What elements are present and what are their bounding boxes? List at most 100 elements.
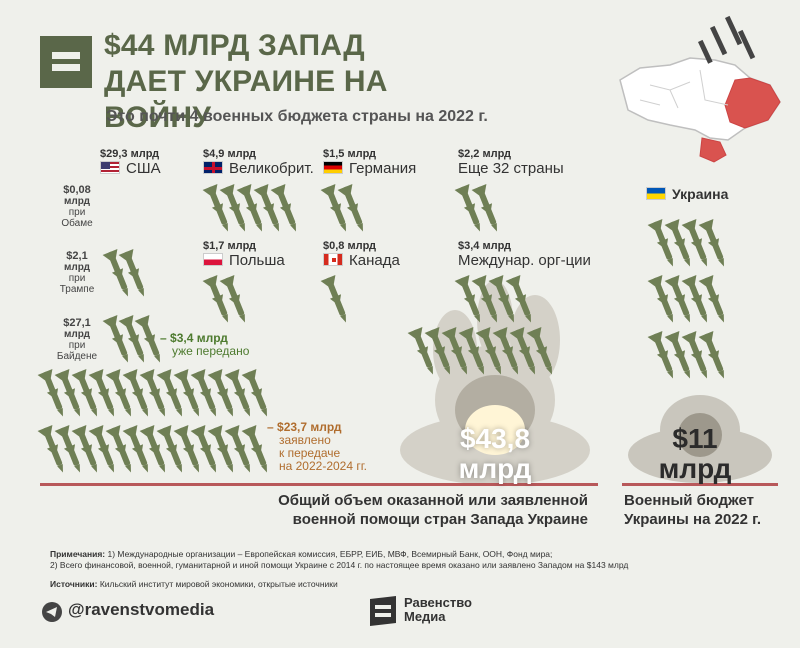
missile-icon [88, 369, 114, 417]
missile-icon [526, 327, 552, 375]
missile-icon [190, 425, 216, 473]
donor-poland: $1,7 млрд Польша [203, 240, 285, 269]
missile-icon [664, 331, 690, 379]
donor-amount: $2,2 млрд [458, 148, 512, 160]
missile-icon [241, 425, 267, 473]
telegram-handle[interactable]: @ravenstvomedia [68, 600, 215, 619]
missile-icon [37, 425, 63, 473]
missile-icon [207, 369, 233, 417]
donor-other-32: $2,2 млрд Еще 32 страны [458, 148, 564, 177]
missile-icon [122, 425, 148, 473]
west-total: $43,8 млрд [458, 423, 532, 484]
missile-icon [219, 184, 245, 232]
missile-icon [102, 249, 128, 297]
era-biden: $27,1 млрд при Байдене [56, 317, 98, 363]
missile-icon [156, 369, 182, 417]
era-obama: $0,08 млрд при Обаме [61, 184, 93, 230]
missile-icon [698, 15, 756, 64]
missile-icon [156, 425, 182, 473]
missile-icon [407, 327, 433, 375]
brand-footer-logo [370, 596, 396, 626]
missile-icon [664, 275, 690, 323]
missile-icon [458, 327, 484, 375]
west-baseline [40, 483, 598, 486]
missile-icon [122, 369, 148, 417]
donor-germany: $1,5 млрд Германия [323, 148, 416, 177]
missile-icon [337, 184, 363, 232]
missile-icon [681, 275, 707, 323]
uk-flag-icon [203, 161, 223, 174]
pl-flag-icon [203, 253, 223, 266]
donor-uk: $4,9 млрд Великобрит. [203, 148, 314, 177]
missile-icon [441, 327, 467, 375]
missile-icon [471, 184, 497, 232]
missile-icon [224, 425, 250, 473]
missile-icon [509, 327, 535, 375]
donor-canada: $0,8 млрд Канада [323, 240, 400, 269]
missile-icon [253, 184, 279, 232]
missile-icon [424, 327, 450, 375]
missile-icon [454, 184, 480, 232]
missile-icon [698, 331, 724, 379]
missile-icon [139, 425, 165, 473]
ukraine-total: $11 млрд [658, 423, 732, 484]
missile-icon [505, 275, 531, 323]
missile-icon [139, 369, 165, 417]
brand-name: Равенство Медиа [404, 595, 472, 624]
missile-icon [492, 327, 518, 375]
missile-icon [219, 275, 245, 323]
missile-icon [190, 369, 216, 417]
missile-icon [320, 184, 346, 232]
missile-icon [471, 275, 497, 323]
footnotes: Примечания: 1) Международные организации… [50, 549, 629, 589]
donor-name: Еще 32 страны [458, 160, 564, 177]
missile-icon [173, 425, 199, 473]
missile-icon [102, 315, 128, 363]
missile-icon [118, 315, 144, 363]
donor-usa: $29,3 млрд США [100, 148, 161, 177]
donor-amount: $0,8 млрд [323, 240, 377, 252]
missile-icon [105, 425, 131, 473]
missile-icon [71, 425, 97, 473]
page-title: $44 МЛРД ЗАПАД ДАЕТ УКРАИНЕ НА ВОЙНУ [104, 29, 388, 134]
missile-icon [681, 219, 707, 267]
missile-icon [118, 249, 144, 297]
missile-icon [236, 184, 262, 232]
missile-icon [37, 369, 63, 417]
donor-name: Германия [349, 160, 417, 177]
donor-intl-orgs: $3,4 млрд Междунар. орг-ции [458, 240, 591, 269]
ukraine-map [619, 15, 781, 163]
donor-name: Великобрит. [229, 160, 314, 177]
missile-icon [681, 331, 707, 379]
donor-name: Канада [349, 252, 400, 269]
ua-flag-icon [646, 187, 666, 200]
ca-flag-icon [323, 253, 343, 266]
missile-icon [320, 275, 346, 323]
era-trump: $2,1 млрд при Трампе [59, 250, 95, 296]
telegram-icon[interactable] [42, 602, 62, 622]
page-subtitle: Это почти 4 военных бюджета страны на 20… [106, 108, 488, 125]
missile-icon [173, 369, 199, 417]
missile-icon [647, 275, 673, 323]
explosion-ukraine [628, 395, 772, 483]
missile-icon [454, 275, 480, 323]
missile-icon [88, 425, 114, 473]
missile-icon [241, 369, 267, 417]
donor-name: Польша [229, 252, 285, 269]
missile-icon [134, 315, 160, 363]
missile-icon [54, 369, 80, 417]
missile-icon [698, 275, 724, 323]
missile-icon [202, 184, 228, 232]
missile-icon [54, 425, 80, 473]
missile-icon [488, 275, 514, 323]
donor-name: Междунар. орг-ции [458, 252, 591, 269]
ukraine-caption: Военный бюджет Украины на 2022 г. [624, 492, 762, 528]
missile-icon [647, 219, 673, 267]
missile-icon [207, 425, 233, 473]
brand-logo [40, 36, 92, 88]
ukraine-baseline [622, 483, 778, 486]
donor-amount: $1,7 млрд [203, 240, 257, 252]
us-flag-icon [100, 161, 120, 174]
donor-name: США [126, 160, 161, 177]
